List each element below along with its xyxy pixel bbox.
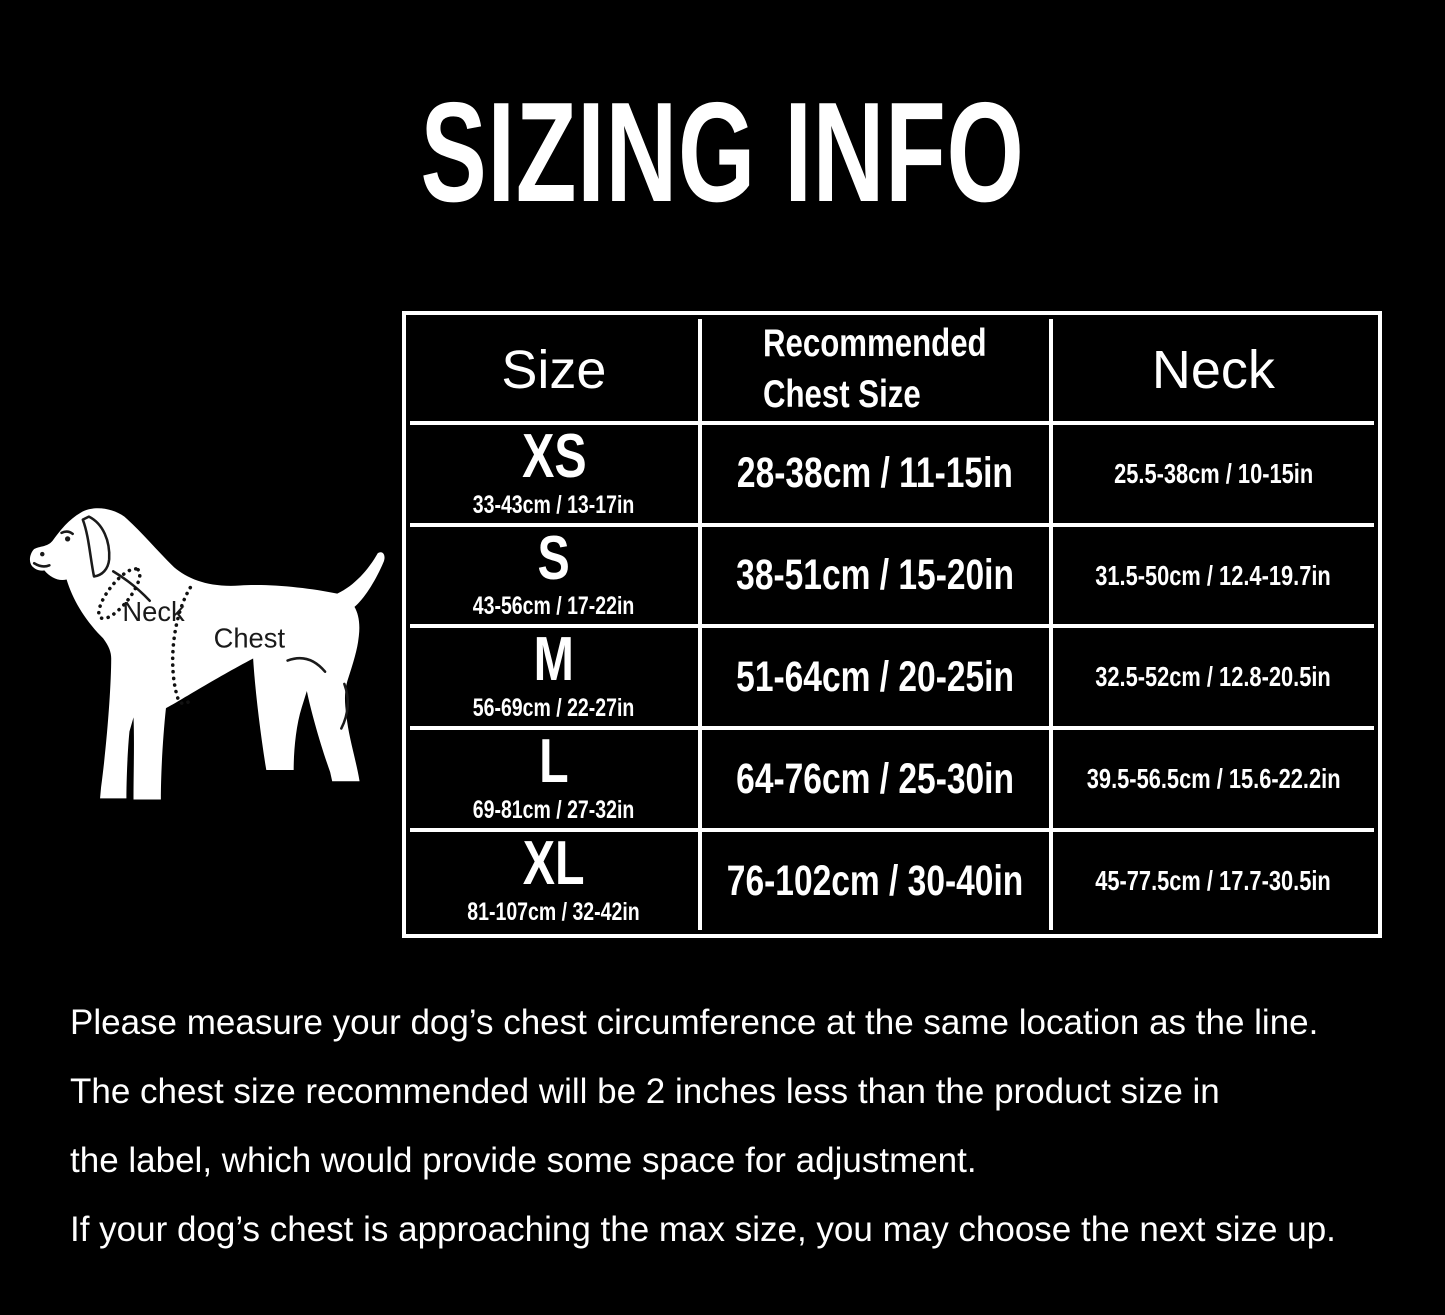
chest-cell: 64-76cm / 25-30in: [701, 730, 1049, 829]
hip-crease-line: [286, 656, 327, 673]
mouth-line: [32, 561, 51, 568]
neck-cell: 45-77.5cm / 17.7-30.5in: [1052, 832, 1374, 930]
note-line-2: The chest size recommended will be 2 inc…: [70, 1072, 1220, 1111]
neck-header-label: Neck: [1151, 339, 1275, 400]
neck-cell: 32.5-52cm / 12.8-20.5in: [1052, 628, 1374, 727]
nose-dot: [40, 551, 45, 557]
size-label: M: [533, 628, 575, 695]
chest-cell: 76-102cm / 30-40in: [701, 832, 1049, 930]
neck-crease-line: [111, 570, 151, 603]
chest-cell: 51-64cm / 20-25in: [701, 628, 1049, 727]
dog-measurement-diagram: Neck Chest: [29, 508, 385, 800]
note-line-4: If your dog’s chest is approaching the m…: [70, 1210, 1336, 1249]
size-cell: L 69-81cm / 27-32in: [410, 730, 698, 829]
chest-value: 38-51cm / 15-20in: [736, 551, 1015, 600]
chest-cell: 28-38cm / 11-15in: [701, 424, 1049, 523]
col-header-size: Size: [410, 319, 698, 421]
chest-cell: 38-51cm / 15-20in: [701, 526, 1049, 625]
ear-line: [81, 515, 111, 578]
chest-header-line2: Chest Size: [763, 372, 922, 416]
size-cell: XS 33-43cm / 13-17in: [410, 424, 698, 523]
hind-leg-line: [340, 682, 349, 730]
chest-header-line1: Recommended: [763, 322, 988, 366]
page-title: SIZING INFO: [420, 73, 1025, 232]
neck-measure-line: [97, 567, 142, 621]
neck-value: 45-77.5cm / 17.7-30.5in: [1095, 865, 1332, 897]
size-sublabel: 81-107cm / 32-42in: [467, 898, 641, 926]
sizing-grid: Size Recommended Chest Size Neck XS 33-43…: [410, 319, 1374, 930]
size-cell: XL 81-107cm / 32-42in: [410, 832, 698, 930]
neck-cell: 25.5-38cm / 10-15in: [1052, 424, 1374, 523]
size-header-label: Size: [501, 339, 607, 400]
size-cell: M 56-69cm / 22-27in: [410, 628, 698, 727]
chest-label: Chest: [214, 622, 286, 653]
measurement-dotted-lines: [97, 567, 193, 706]
size-sublabel: 43-56cm / 17-22in: [473, 592, 635, 621]
size-label: L: [539, 730, 569, 797]
neck-value: 25.5-38cm / 10-15in: [1113, 457, 1313, 489]
neck-cell: 39.5-56.5cm / 15.6-22.2in: [1052, 730, 1374, 829]
col-header-neck: Neck: [1052, 319, 1374, 421]
neck-cell: 31.5-50cm / 12.4-19.7in: [1052, 526, 1374, 625]
neck-value: 39.5-56.5cm / 15.6-22.2in: [1086, 763, 1341, 795]
size-label: XL: [522, 832, 585, 899]
chest-value: 28-38cm / 11-15in: [737, 449, 1014, 498]
size-label: S: [537, 526, 571, 593]
chest-header-label: Recommended Chest Size: [763, 319, 987, 420]
chest-value: 76-102cm / 30-40in: [727, 856, 1024, 905]
dog-silhouette: [29, 508, 385, 800]
size-cell: S 43-56cm / 17-22in: [410, 526, 698, 625]
note-line-3: the label, which would provide some spac…: [70, 1141, 977, 1180]
dog-detail-lines: [32, 515, 349, 730]
chest-value: 64-76cm / 25-30in: [736, 754, 1015, 803]
size-sublabel: 56-69cm / 22-27in: [473, 694, 635, 723]
sizing-table: Size Recommended Chest Size Neck XS 33-43…: [402, 311, 1382, 938]
chest-value: 51-64cm / 20-25in: [736, 652, 1015, 701]
neck-value: 31.5-50cm / 12.4-19.7in: [1095, 559, 1332, 591]
note-line-1: Please measure your dog’s chest circumfe…: [70, 1003, 1319, 1042]
size-label: XS: [521, 424, 587, 491]
col-header-chest: Recommended Chest Size: [701, 319, 1049, 421]
brow-line: [60, 530, 74, 536]
neck-value: 32.5-52cm / 12.8-20.5in: [1095, 661, 1332, 693]
neck-label: Neck: [122, 596, 185, 627]
eye-dot: [64, 536, 71, 542]
size-sublabel: 69-81cm / 27-32in: [473, 796, 635, 825]
size-sublabel: 33-43cm / 13-17in: [473, 490, 635, 519]
